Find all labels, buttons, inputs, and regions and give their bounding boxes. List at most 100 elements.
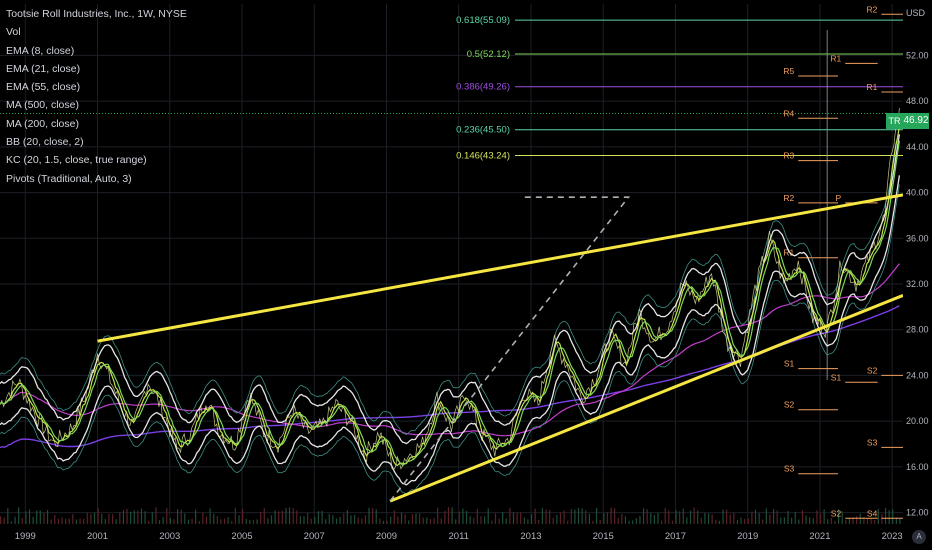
volume-bar: [426, 517, 428, 524]
pivot-label: S1: [784, 359, 795, 369]
legend-item-ema55[interactable]: EMA (55, close): [6, 81, 81, 94]
volume-bar: [874, 520, 876, 524]
legend-item-kc[interactable]: KC (20, 1.5, close, true range): [6, 154, 147, 167]
volume-bar: [397, 516, 399, 524]
volume-bar: [494, 513, 497, 524]
bollinger-upper: [0, 134, 901, 445]
volume-bar: [859, 513, 861, 524]
volume-bars: [0, 507, 901, 524]
pivot-label: R4: [783, 108, 794, 118]
volume-bar: [126, 508, 128, 524]
indicator-legend: Tootsie Roll Industries, Inc., 1W, NYSE …: [6, 5, 187, 188]
y-tick-label: 20.00: [906, 416, 929, 426]
volume-bar: [686, 517, 688, 524]
volume-bar: [440, 518, 442, 524]
volume-bar: [527, 519, 529, 524]
legend-item-ma200[interactable]: MA (200, close): [6, 117, 79, 130]
volume-bar: [819, 513, 822, 524]
volume-bar: [97, 507, 99, 524]
volume-bar: [372, 507, 374, 524]
ema8-line: [0, 126, 900, 467]
y-tick-label: 44.00: [906, 142, 929, 152]
volume-bar: [3, 517, 5, 524]
volume-bar: [433, 518, 435, 524]
y-tick-label: 12.00: [906, 508, 929, 518]
volume-bar: [444, 510, 446, 524]
volume-bar: [458, 511, 460, 524]
volume-bar: [223, 518, 226, 524]
volume-bar: [747, 518, 749, 524]
currency-label: USD: [906, 8, 926, 18]
volume-bar: [675, 510, 677, 524]
volume-bar: [0, 516, 2, 524]
volume-bar: [635, 518, 637, 524]
volume-bar: [332, 515, 334, 524]
volume-bar: [307, 513, 309, 524]
volume-bar: [592, 520, 594, 524]
chart-grid: [0, 4, 903, 524]
volume-bar: [137, 510, 139, 524]
pivot-label: R1: [783, 248, 794, 258]
pivot-label: P: [836, 193, 842, 203]
pivot-label: R3: [783, 151, 794, 161]
volume-bar: [115, 519, 117, 524]
volume-bar: [758, 513, 760, 524]
volume-bar: [516, 512, 518, 524]
x-tick-label: 2023: [882, 531, 903, 542]
volume-bar: [343, 513, 345, 524]
volume-bar: [653, 515, 655, 524]
legend-item-vol[interactable]: Vol: [6, 26, 21, 39]
chart-title[interactable]: Tootsie Roll Industries, Inc., 1W, NYSE: [6, 8, 187, 20]
legend-item-ema21[interactable]: EMA (21, close): [6, 62, 81, 75]
volume-bar: [632, 520, 634, 524]
volume-bar: [65, 518, 67, 524]
pivot-label: S4: [867, 508, 878, 518]
volume-bar: [606, 512, 609, 524]
volume-bar: [292, 507, 294, 524]
volume-bar: [722, 509, 724, 524]
pivot-label: S2: [784, 400, 795, 410]
volume-bar: [111, 514, 114, 524]
volume-bar: [682, 508, 684, 524]
x-tick-label: 1999: [15, 531, 36, 542]
volume-bar: [791, 517, 793, 524]
pivot-levels: R2 R1 R5 R1 R4 R3 R2 P R1 S1 S2 S1 S2 S3 S3 S2 S4: [783, 4, 903, 519]
volume-bar: [72, 514, 74, 524]
auto-scale-button[interactable]: A: [912, 530, 926, 544]
volume-bar: [411, 514, 413, 524]
legend-item-pivots[interactable]: Pivots (Traditional, Auto, 3): [6, 172, 132, 185]
trendline: [97, 193, 904, 343]
volume-bar: [729, 514, 731, 524]
volume-bar: [122, 509, 125, 524]
volume-bar: [484, 516, 486, 524]
volume-bar: [7, 508, 9, 524]
volume-bar: [361, 518, 363, 524]
volume-bar: [263, 508, 265, 524]
volume-bar: [364, 515, 367, 524]
volume-bar: [191, 518, 193, 524]
volume-bar: [505, 518, 507, 524]
x-tick-label: 2007: [304, 531, 325, 542]
volume-bar: [664, 507, 666, 524]
volume-bar: [538, 520, 540, 524]
legend-item-ma500[interactable]: MA (500, close): [6, 99, 79, 112]
volume-bar: [610, 507, 612, 524]
y-tick-label: 36.00: [906, 233, 929, 243]
volume-bar: [57, 518, 59, 524]
legend-item-bb[interactable]: BB (20, close, 2): [6, 136, 84, 149]
volume-bar: [418, 513, 421, 524]
keltner-lower: [0, 184, 900, 495]
volume-bar: [841, 511, 843, 524]
volume-bar: [700, 517, 702, 524]
volume-bar: [180, 509, 182, 524]
volume-bar: [437, 507, 439, 524]
price-line: [0, 108, 900, 471]
volume-bar: [158, 520, 161, 524]
volume-bar: [549, 509, 551, 524]
volume-bar: [339, 516, 341, 524]
volume-bar: [574, 509, 576, 524]
volume-bar: [816, 510, 818, 524]
volume-bar: [845, 520, 847, 524]
legend-item-ema8[interactable]: EMA (8, close): [6, 44, 75, 57]
